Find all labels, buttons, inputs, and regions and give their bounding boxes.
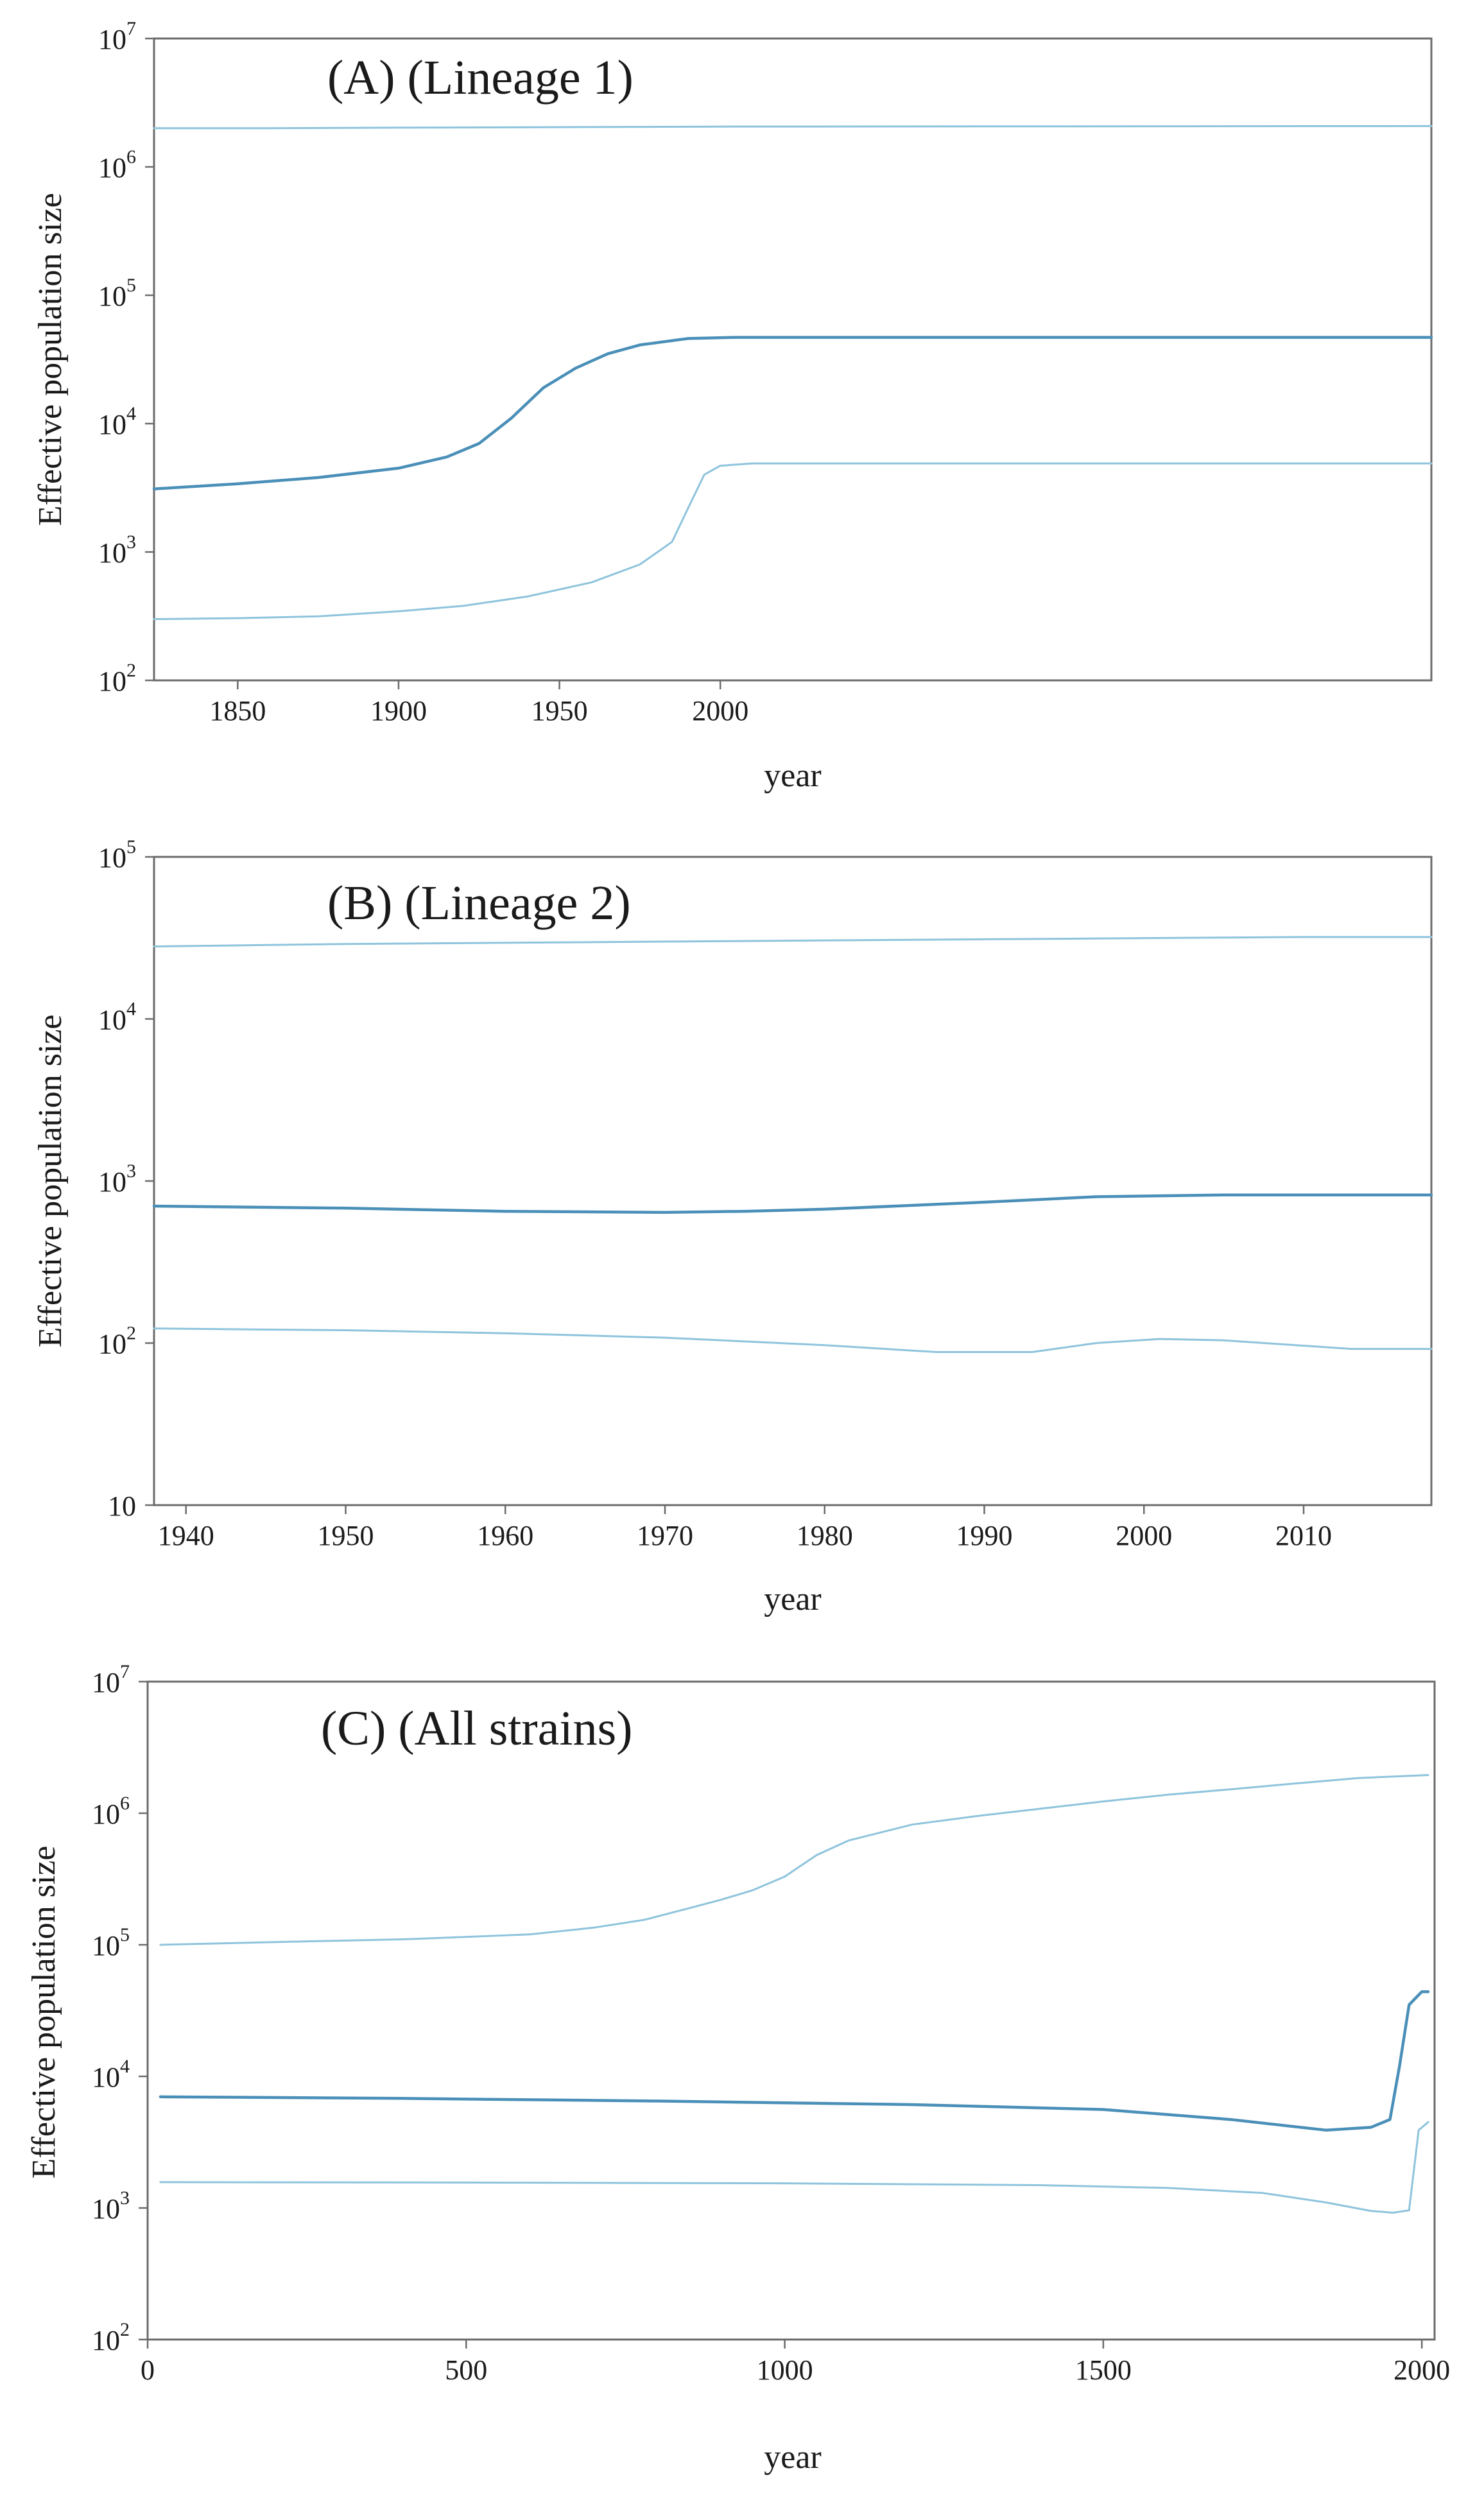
panel-c-x-tick-label: 500 <box>445 2354 487 2386</box>
panel-b-x-tick-label: 1970 <box>637 1520 693 1551</box>
panel-c-x-tick-label: 1500 <box>1075 2354 1132 2386</box>
panel-c-y-tick-label: 106 <box>92 1793 130 1830</box>
panel-c-median-line <box>159 1990 1430 2132</box>
panel-c-y-tick-label: 107 <box>92 1661 130 1698</box>
panel-a-x-axis-label: year <box>764 757 821 794</box>
panel-c-x-axis-label: year <box>764 2439 821 2476</box>
panel-a-y-tick-label: 105 <box>98 275 136 312</box>
panel-a-y-tick-label: 103 <box>98 531 136 569</box>
panel-a-lower-line <box>153 462 1433 621</box>
panel-b-y-tick-label: 10 <box>108 1490 136 1522</box>
panel-c-x-tick-label: 0 <box>141 2354 155 2386</box>
panel-b-x-axis-label: year <box>764 1581 821 1617</box>
panel-b-y-tick-label: 103 <box>98 1160 136 1198</box>
panel-c-title: (C) (All strains) <box>321 1702 632 1755</box>
panel-b-x-tick-label: 1990 <box>956 1520 1013 1551</box>
panel-c-lower-line <box>159 2121 1429 2214</box>
panel-c-x-tick-label: 1000 <box>757 2354 813 2386</box>
panel-b-lower-line <box>153 1327 1433 1353</box>
panel-a-x-tick-label: 1900 <box>370 695 427 727</box>
panel-c-x-tick-label: 2000 <box>1393 2354 1450 2386</box>
panel-b-y-axis-label: Effective population size <box>32 1015 69 1348</box>
panel-b-x-tick-label: 2010 <box>1275 1520 1332 1551</box>
panel-b-frame <box>153 856 1433 1506</box>
panel-a-y-tick-label: 104 <box>98 403 136 440</box>
panel-a-median-line <box>152 336 1433 490</box>
panel-a-title: (A) (Lineage 1) <box>327 51 634 105</box>
panel-c-y-axis-label: Effective population size <box>26 1846 62 2179</box>
panel-b: (B) (Lineage 2) year Effective populatio… <box>32 836 1433 1617</box>
panel-a-x-tick-label: 1950 <box>531 695 588 727</box>
panel-c-y-tick-label: 104 <box>92 2056 130 2093</box>
panel-b-y-tick-label: 104 <box>98 999 136 1036</box>
panel-c: (C) (All strains) year Effective populat… <box>26 1661 1450 2476</box>
panel-a-y-tick-label: 107 <box>98 18 136 55</box>
panel-b-x-tick-label: 2000 <box>1116 1520 1172 1551</box>
panel-b-y-tick-label: 102 <box>98 1323 136 1360</box>
panel-b-y-tick-label: 105 <box>98 836 136 874</box>
panel-b-x-tick-label: 1940 <box>158 1520 214 1551</box>
panel-b-x-tick-label: 1980 <box>797 1520 853 1551</box>
panel-b-title: (B) (Lineage 2) <box>327 876 631 930</box>
panel-b-median-line <box>152 1193 1433 1214</box>
panel-a-upper-line <box>153 125 1433 130</box>
panel-a-frame <box>153 37 1433 682</box>
panel-b-x-tick-label: 1950 <box>318 1520 374 1551</box>
panel-a-y-tick-label: 106 <box>98 146 136 184</box>
panel-a: (A) (Lineage 1) year Effective populatio… <box>32 18 1433 794</box>
panel-b-x-tick-label: 1960 <box>477 1520 533 1551</box>
panel-c-upper-line <box>159 1774 1429 1946</box>
panel-a-y-tick-label: 102 <box>98 660 136 697</box>
panel-b-upper-line <box>153 936 1433 948</box>
panel-c-y-tick-label: 103 <box>92 2187 130 2225</box>
panel-a-x-tick-label: 1850 <box>209 695 266 727</box>
panel-c-frame <box>146 1680 1436 2341</box>
panel-a-x-tick-label: 2000 <box>692 695 748 727</box>
panel-c-y-tick-label: 105 <box>92 1924 130 1961</box>
panel-a-y-axis-label: Effective population size <box>32 193 69 526</box>
panel-c-y-tick-label: 102 <box>92 2319 130 2356</box>
